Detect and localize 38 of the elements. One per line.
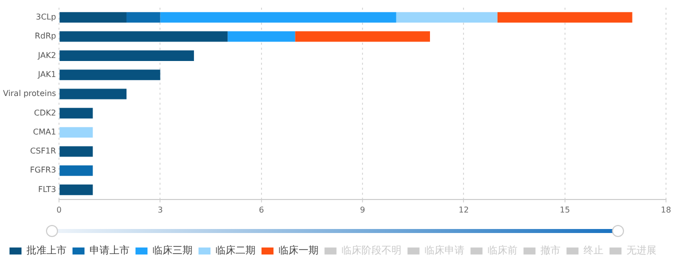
bar xyxy=(60,88,127,100)
x-tick-label: 15 xyxy=(560,205,570,214)
y-tick-label: 3CLp xyxy=(36,12,56,22)
y-tick-label: CSF1R xyxy=(30,146,57,156)
x-tick-label: 18 xyxy=(660,205,672,214)
x-tick-label: 9 xyxy=(360,205,366,214)
bar xyxy=(160,12,396,23)
bar xyxy=(396,12,498,23)
y-tick-label: JAK2 xyxy=(37,50,56,60)
y-tick-label: FLT3 xyxy=(38,184,56,194)
bar xyxy=(60,31,228,42)
y-tick-label: Viral proteins xyxy=(2,89,56,98)
x-tick-label: 6 xyxy=(258,205,264,214)
legend-label: 临床一期 xyxy=(278,244,318,257)
legend-label: 申请上市 xyxy=(90,244,130,257)
bar xyxy=(60,165,93,176)
y-tick-label: RdRp xyxy=(34,32,56,41)
y-tick-label: CDK2 xyxy=(34,108,56,118)
bar xyxy=(60,146,93,157)
legend-label: 批准上市 xyxy=(26,244,66,257)
bar xyxy=(228,31,296,42)
y-tick-label: CMA1 xyxy=(33,127,56,136)
legend-label: 临床三期 xyxy=(152,244,192,257)
bar xyxy=(60,70,160,80)
bar xyxy=(60,184,93,196)
x-tick-label: 3 xyxy=(158,205,163,214)
bar xyxy=(60,12,127,23)
bar xyxy=(60,127,93,138)
bar xyxy=(60,108,93,118)
x-tick-label: 12 xyxy=(458,205,469,214)
y-tick-label: FGFR3 xyxy=(30,166,56,175)
bar xyxy=(60,50,194,61)
y-tick-label: JAK1 xyxy=(37,70,56,79)
x-tick-label: 0 xyxy=(56,205,62,214)
legend-label: 临床二期 xyxy=(216,244,256,257)
bar xyxy=(126,12,160,23)
bar xyxy=(497,12,632,23)
bar xyxy=(295,31,430,42)
